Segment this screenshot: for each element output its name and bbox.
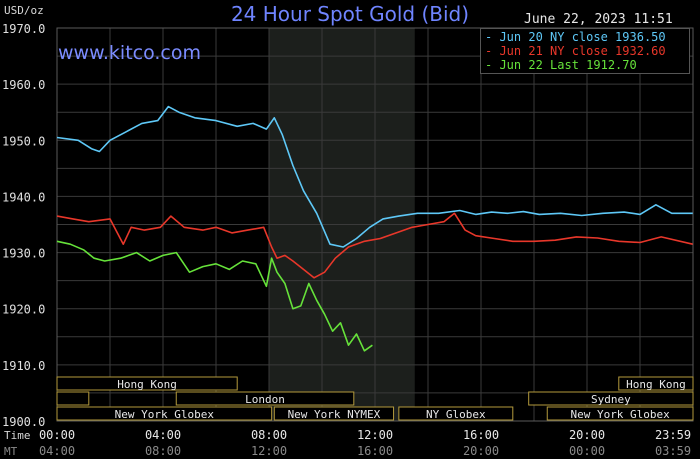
session-box bbox=[56, 376, 238, 391]
y-tick-label: 1940.0 bbox=[2, 190, 45, 204]
session-box bbox=[618, 376, 694, 391]
session-label: Sydney bbox=[591, 393, 631, 406]
x-axis-ticks: 00:00 04:00 08:00 12:00 16:00 20:00 23:59 04:00… bbox=[39, 428, 691, 458]
y-tick-label: 1970.0 bbox=[2, 22, 45, 36]
price-series bbox=[56, 105, 693, 352]
legend-item-jun22: - Jun 22 Last 1912.70 bbox=[485, 58, 637, 72]
legend-item-jun20: - Jun 20 NY close 1936.50 bbox=[485, 30, 666, 44]
y-tick-label: 1950.0 bbox=[2, 134, 45, 148]
x-axis-label: Time bbox=[4, 429, 31, 442]
session-label: London bbox=[245, 393, 285, 406]
x-tick-label: 23:59 bbox=[655, 428, 691, 442]
session-box bbox=[273, 406, 395, 421]
brand-watermark: www.kitco.com bbox=[58, 42, 202, 64]
legend-item-jun21: - Jun 21 NY close 1932.60 bbox=[485, 44, 666, 58]
trading-sessions: Hong Kong London New York Globex New York N… bbox=[56, 376, 694, 421]
y-tick-label: 1960.0 bbox=[2, 78, 45, 92]
session-label: New York NYMEX bbox=[288, 408, 381, 421]
chart-title: 24 Hour Spot Gold (Bid) bbox=[230, 2, 470, 26]
x-tick-label: 16:00 bbox=[463, 428, 499, 442]
x-tick-label: 08:00 bbox=[251, 428, 287, 442]
x-tick-label-secondary: 08:00 bbox=[145, 444, 181, 458]
session-label: Hong Kong bbox=[626, 378, 686, 391]
session-label: Hong Kong bbox=[117, 378, 177, 391]
x-tick-label-secondary: 20:00 bbox=[463, 444, 499, 458]
y-tick-label: 1910.0 bbox=[2, 359, 45, 373]
session-box bbox=[398, 406, 514, 421]
session-label: NY Globex bbox=[426, 408, 486, 421]
series-line-1 bbox=[56, 212, 693, 279]
session-box bbox=[56, 406, 273, 421]
y-axis-ticks: 1900.0 1910.0 1920.0 1930.0 1940.0 1950.0 1960… bbox=[2, 22, 45, 429]
y-tick-label: 1920.0 bbox=[2, 303, 45, 317]
x-tick-label: 12:00 bbox=[357, 428, 393, 442]
timestamp: June 22, 2023 11:51 bbox=[524, 12, 673, 27]
session-box bbox=[175, 391, 355, 406]
x-tick-label-secondary: 16:00 bbox=[357, 444, 393, 458]
x-tick-label-secondary: 00:00 bbox=[569, 444, 605, 458]
plot-frame bbox=[56, 27, 694, 422]
series-line-2 bbox=[56, 240, 373, 352]
series-line-0 bbox=[56, 105, 693, 248]
x-tick-label-secondary: 12:00 bbox=[251, 444, 287, 458]
session-box bbox=[546, 406, 694, 421]
session-box bbox=[528, 391, 694, 406]
y-tick-label: 1900.0 bbox=[2, 415, 45, 429]
session-box bbox=[56, 391, 90, 406]
y-tick-label: 1930.0 bbox=[2, 247, 45, 261]
x-axis-secondary-label: MT bbox=[4, 445, 18, 458]
session-label: New York Globex bbox=[570, 408, 670, 421]
x-tick-label-secondary: 04:00 bbox=[39, 444, 75, 458]
x-tick-label: 00:00 bbox=[39, 428, 75, 442]
x-tick-label-secondary: 03:59 bbox=[655, 444, 691, 458]
legend: - Jun 20 NY close 1936.50 - Jun 21 NY cl… bbox=[480, 28, 690, 74]
x-tick-label: 04:00 bbox=[145, 428, 181, 442]
x-tick-label: 20:00 bbox=[569, 428, 605, 442]
session-label: New York Globex bbox=[115, 408, 215, 421]
y-axis-unit: USD/oz bbox=[4, 4, 44, 17]
